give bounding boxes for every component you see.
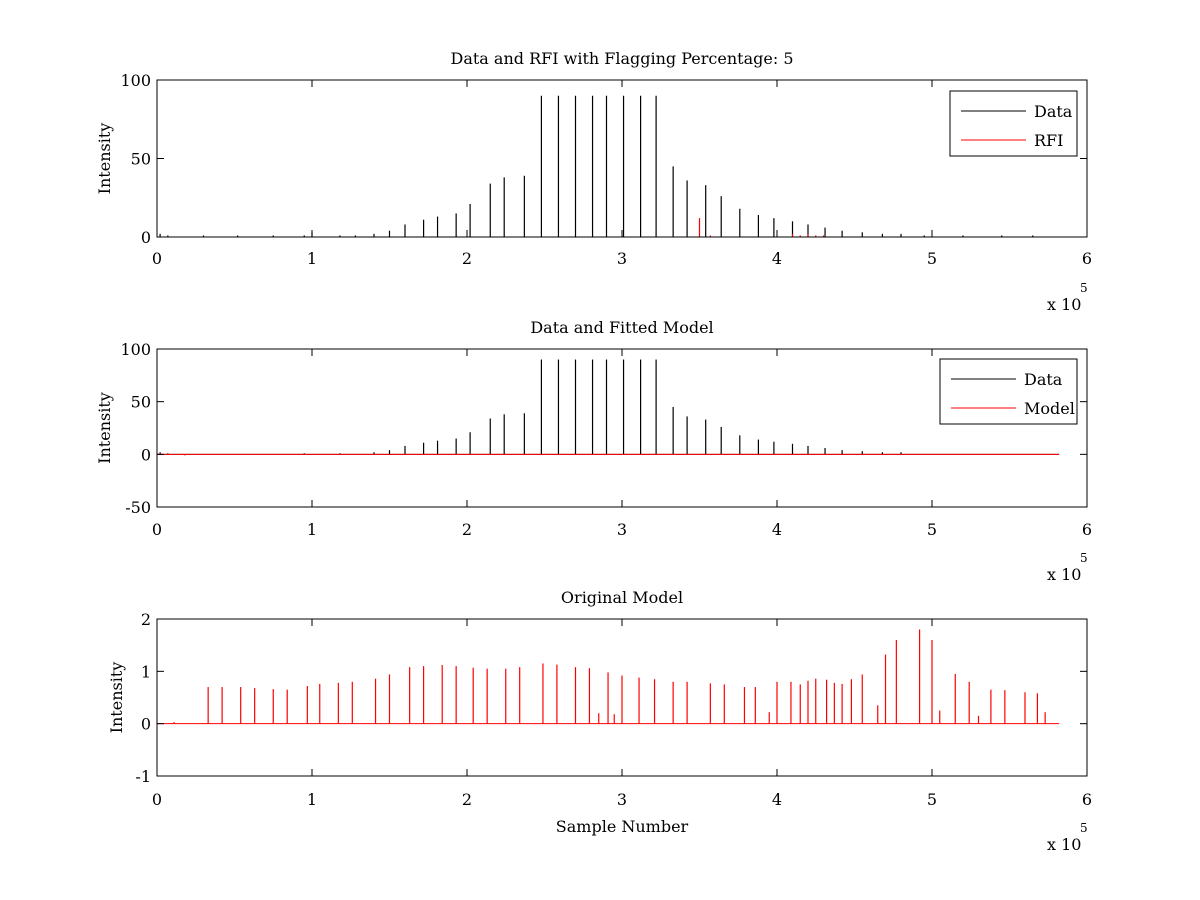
series-data [157, 95, 1060, 237]
x-multiplier-exponent: 5 [1080, 821, 1088, 835]
y-tick-label: 0 [141, 715, 151, 734]
x-tick-label: 1 [307, 790, 317, 809]
x-tick-label: 2 [462, 790, 472, 809]
legend-label: Data [1024, 370, 1063, 389]
y-tick-label: 50 [131, 393, 151, 412]
chart-title: Data and Fitted Model [530, 318, 713, 337]
x-tick-label: 4 [772, 790, 782, 809]
x-tick-label: 5 [927, 790, 937, 809]
subplot-1: 0 1 2 3 4 5 6 0 50 100 Data and RFI with Flagging … [95, 49, 1092, 314]
legend-label: RFI [1034, 131, 1063, 150]
x-multiplier-label: x 10 [1047, 835, 1081, 854]
plot-area [157, 629, 1060, 725]
legend: Data RFI [949, 90, 1078, 157]
x-tick-label: 0 [152, 790, 162, 809]
x-tick-label: 6 [1082, 790, 1092, 809]
plot-area [157, 95, 1060, 237]
x-tick-label: 5 [927, 249, 937, 268]
y-axis-label: Intensity [95, 392, 114, 464]
y-tick-label: 100 [120, 340, 151, 359]
x-multiplier-label: x 10 [1047, 565, 1081, 584]
legend: Data Model [939, 358, 1078, 425]
x-tick-label: 5 [927, 520, 937, 539]
x-tick-label: 0 [152, 249, 162, 268]
y-tick-label: 50 [131, 150, 151, 169]
y-tick-label: 2 [141, 610, 151, 629]
x-multiplier-exponent: 5 [1080, 281, 1088, 295]
y-tick-label: 100 [120, 71, 151, 90]
y-axis-label: Intensity [107, 662, 126, 734]
y-tick-label: -50 [125, 498, 151, 517]
series-data [157, 359, 1060, 455]
legend-box [939, 358, 1078, 425]
x-multiplier-exponent: 5 [1080, 551, 1088, 565]
x-tick-label: 6 [1082, 249, 1092, 268]
legend-box [949, 90, 1078, 157]
series-model [157, 453, 1060, 456]
y-axis-label: Intensity [95, 123, 114, 195]
x-tick-label: 3 [617, 520, 627, 539]
x-tick-label: 2 [462, 249, 472, 268]
legend-label: Data [1034, 102, 1073, 121]
chart-title: Data and RFI with Flagging Percentage: 5 [450, 49, 793, 68]
series-rfi [157, 218, 1060, 237]
x-tick-label: 4 [772, 249, 782, 268]
series-model [157, 629, 1060, 725]
plot-area [157, 359, 1060, 456]
x-tick-label: 4 [772, 520, 782, 539]
y-tick-label: 1 [141, 662, 151, 681]
x-axis-label: Sample Number [556, 817, 689, 836]
x-tick-label: 0 [152, 520, 162, 539]
x-tick-label: 1 [307, 520, 317, 539]
x-tick-label: 6 [1082, 520, 1092, 539]
y-tick-label: 0 [141, 445, 151, 464]
x-tick-label: 1 [307, 249, 317, 268]
x-tick-label: 3 [617, 249, 627, 268]
x-tick-label: 2 [462, 520, 472, 539]
x-tick-label: 3 [617, 790, 627, 809]
legend-label: Model [1024, 399, 1075, 418]
axes-frame [156, 79, 1088, 238]
x-multiplier-label: x 10 [1047, 295, 1081, 314]
chart-title: Original Model [561, 588, 683, 607]
y-tick-label: -1 [135, 767, 151, 786]
y-tick-label: 0 [141, 228, 151, 247]
